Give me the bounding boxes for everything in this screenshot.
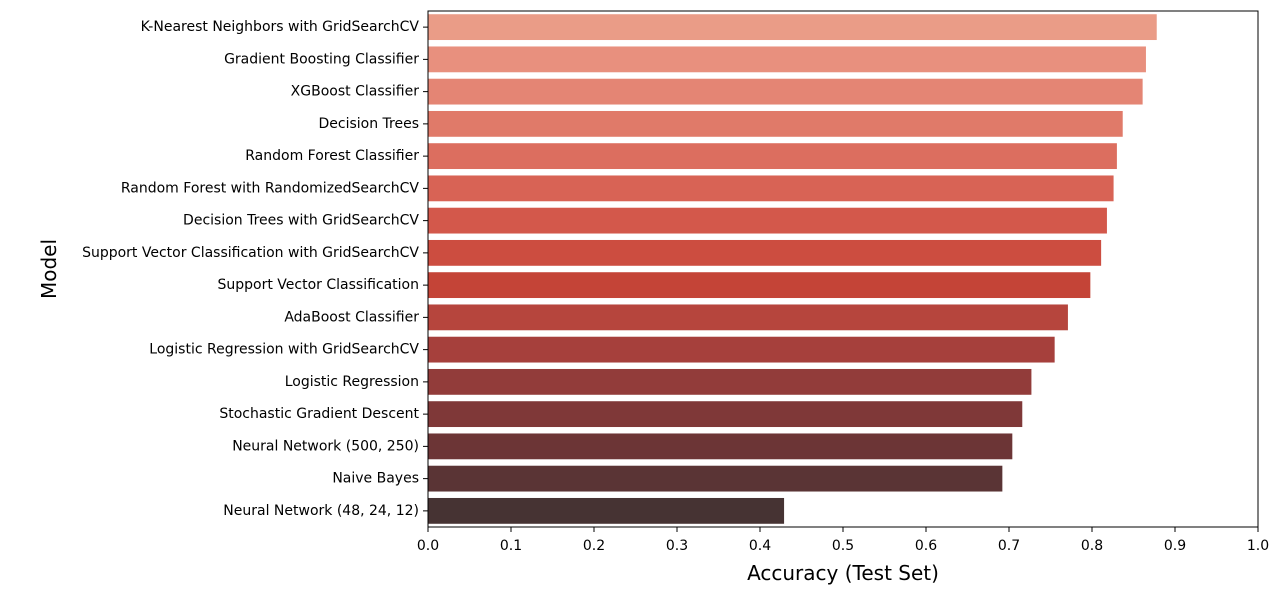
y-tick-label: Neural Network (48, 24, 12) bbox=[223, 503, 419, 519]
y-tick-label: Decision Trees with GridSearchCV bbox=[183, 213, 419, 229]
y-tick-label: XGBoost Classifier bbox=[291, 84, 420, 100]
x-tick-label: 0.0 bbox=[417, 538, 439, 554]
x-tick-label: 0.5 bbox=[832, 538, 854, 554]
y-tick-label: Logistic Regression bbox=[285, 374, 419, 390]
x-tick-label: 0.8 bbox=[1081, 538, 1103, 554]
bar bbox=[428, 336, 1055, 363]
bar bbox=[428, 497, 785, 524]
plot-frame bbox=[427, 10, 1259, 528]
bar bbox=[428, 14, 1157, 41]
bar bbox=[428, 110, 1123, 137]
bar bbox=[428, 143, 1117, 170]
bars-group bbox=[428, 14, 1157, 524]
y-tick-label: K-Nearest Neighbors with GridSearchCV bbox=[141, 19, 420, 35]
y-tick-label: Support Vector Classification bbox=[218, 277, 420, 293]
bar bbox=[428, 304, 1068, 331]
bar bbox=[428, 433, 1013, 460]
x-tick-label: 1.0 bbox=[1247, 538, 1269, 554]
y-tick-label: Random Forest with RandomizedSearchCV bbox=[121, 180, 420, 196]
x-tick-labels: 0.0 0.1 0.2 0.3 0.4 0.5 0.6 0.7 0.8 0.9 1.0 bbox=[417, 527, 1269, 554]
x-tick-label: 0.9 bbox=[1164, 538, 1186, 554]
bar bbox=[428, 175, 1114, 202]
y-axis-title: Model bbox=[37, 239, 61, 299]
bar bbox=[428, 207, 1107, 234]
bar bbox=[428, 272, 1091, 299]
bar bbox=[428, 46, 1146, 73]
y-tick-label: Naive Bayes bbox=[332, 471, 419, 487]
bar bbox=[428, 239, 1102, 266]
x-tick-label: 0.4 bbox=[749, 538, 771, 554]
x-tick-label: 0.1 bbox=[500, 538, 522, 554]
y-tick-label: Gradient Boosting Classifier bbox=[224, 51, 419, 67]
bar bbox=[428, 368, 1032, 395]
bar bbox=[428, 78, 1143, 105]
y-tick-labels: K-Nearest Neighbors with GridSearchCV Gra… bbox=[82, 19, 428, 519]
y-tick-label: Stochastic Gradient Descent bbox=[219, 406, 419, 422]
y-tick-label: AdaBoost Classifier bbox=[284, 309, 419, 325]
y-tick-label: Support Vector Classification with GridS… bbox=[82, 245, 419, 261]
y-tick-label: Decision Trees bbox=[318, 116, 419, 132]
x-tick-label: 0.7 bbox=[998, 538, 1020, 554]
y-tick-label: Neural Network (500, 250) bbox=[232, 438, 419, 454]
y-tick-label: Logistic Regression with GridSearchCV bbox=[149, 342, 419, 358]
x-tick-label: 0.2 bbox=[583, 538, 605, 554]
x-axis-title: Accuracy (Test Set) bbox=[747, 561, 939, 585]
bar bbox=[428, 401, 1023, 428]
x-tick-label: 0.6 bbox=[915, 538, 937, 554]
bar bbox=[428, 465, 1003, 492]
x-tick-label: 0.3 bbox=[666, 538, 688, 554]
y-tick-label: Random Forest Classifier bbox=[245, 148, 419, 164]
